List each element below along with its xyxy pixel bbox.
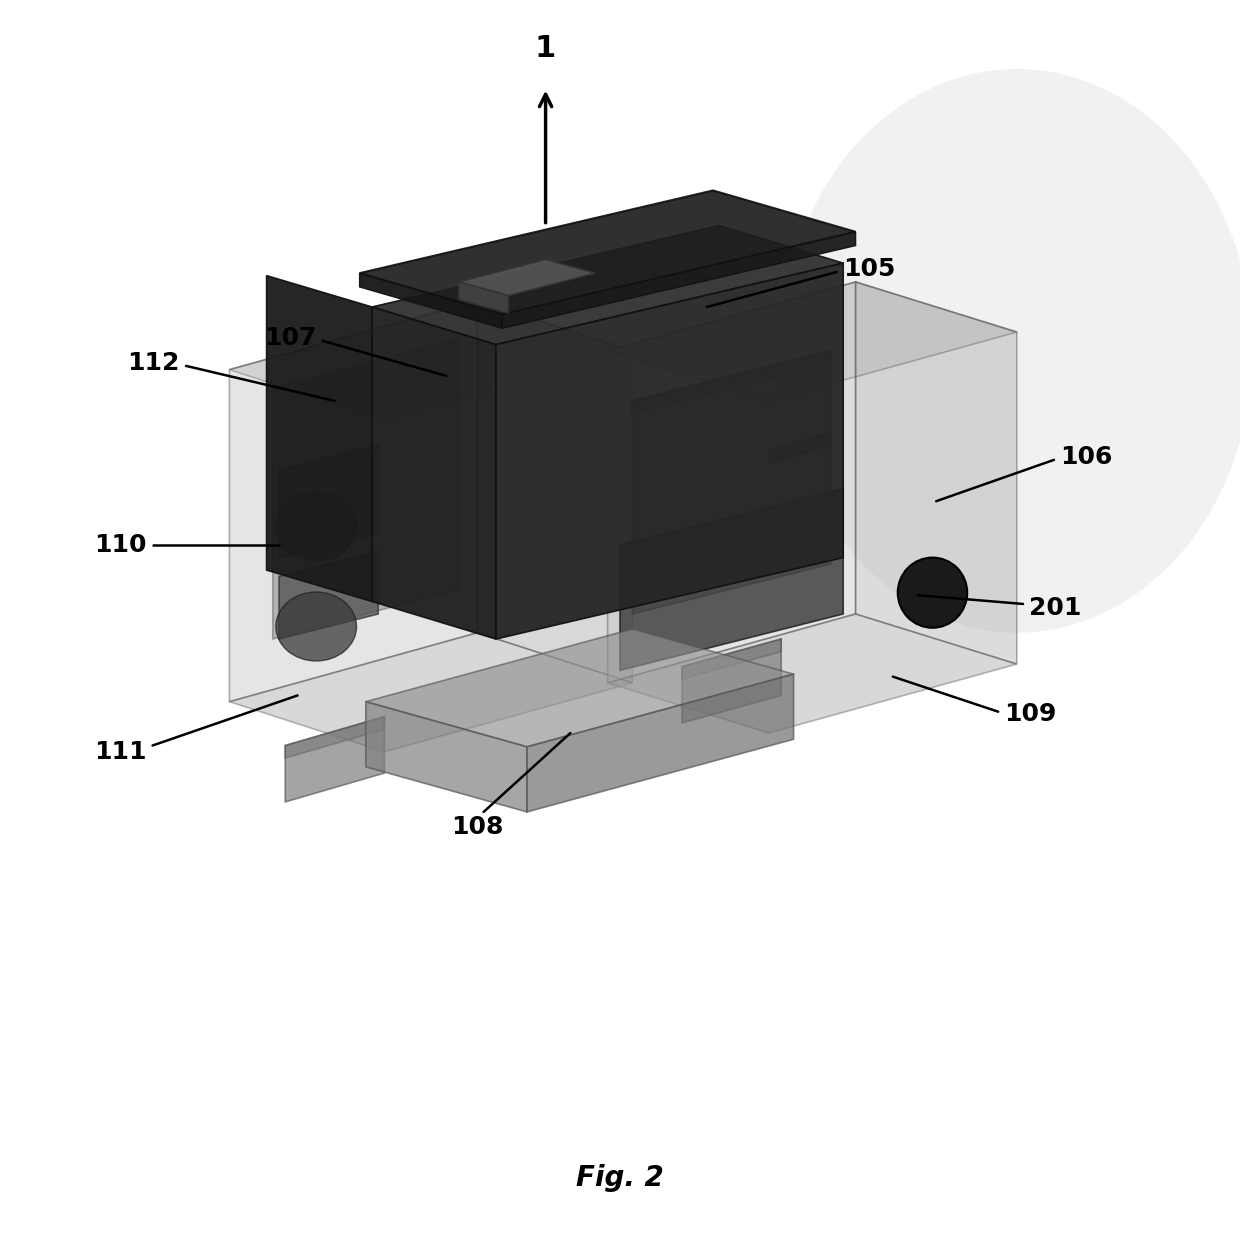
Polygon shape xyxy=(608,614,1017,733)
Polygon shape xyxy=(372,226,843,345)
Polygon shape xyxy=(477,301,632,683)
Text: 106: 106 xyxy=(1060,445,1112,470)
Polygon shape xyxy=(229,301,477,702)
Polygon shape xyxy=(620,489,843,670)
Polygon shape xyxy=(632,351,831,413)
Text: 107: 107 xyxy=(264,326,316,351)
Polygon shape xyxy=(496,263,843,639)
Ellipse shape xyxy=(275,593,357,662)
Polygon shape xyxy=(459,282,508,313)
Ellipse shape xyxy=(275,492,357,561)
Polygon shape xyxy=(682,639,781,679)
Polygon shape xyxy=(502,232,856,328)
Polygon shape xyxy=(360,273,502,328)
Text: 201: 201 xyxy=(1029,595,1081,620)
Polygon shape xyxy=(608,282,1017,401)
Polygon shape xyxy=(366,702,527,812)
Text: 110: 110 xyxy=(94,533,146,558)
Text: 1: 1 xyxy=(534,34,557,63)
Polygon shape xyxy=(267,276,372,601)
Circle shape xyxy=(898,558,967,628)
Polygon shape xyxy=(856,282,1017,664)
Polygon shape xyxy=(229,301,632,420)
Ellipse shape xyxy=(781,69,1240,633)
Polygon shape xyxy=(360,190,856,315)
Polygon shape xyxy=(229,633,632,752)
Polygon shape xyxy=(608,282,856,683)
Text: 112: 112 xyxy=(128,351,180,376)
Text: Fig. 2: Fig. 2 xyxy=(577,1164,663,1192)
Polygon shape xyxy=(527,674,794,812)
Text: 108: 108 xyxy=(451,814,503,840)
Text: 109: 109 xyxy=(1004,702,1056,727)
Polygon shape xyxy=(285,717,384,758)
Polygon shape xyxy=(279,445,378,558)
Polygon shape xyxy=(372,307,496,639)
Polygon shape xyxy=(366,629,794,747)
Polygon shape xyxy=(279,445,378,482)
Polygon shape xyxy=(285,717,384,802)
Polygon shape xyxy=(632,351,831,614)
Polygon shape xyxy=(682,639,781,723)
Text: 105: 105 xyxy=(843,257,895,282)
Text: 111: 111 xyxy=(94,739,146,764)
Polygon shape xyxy=(620,489,843,558)
Polygon shape xyxy=(459,259,595,296)
Polygon shape xyxy=(769,432,831,464)
Polygon shape xyxy=(279,551,378,639)
Polygon shape xyxy=(273,338,459,639)
